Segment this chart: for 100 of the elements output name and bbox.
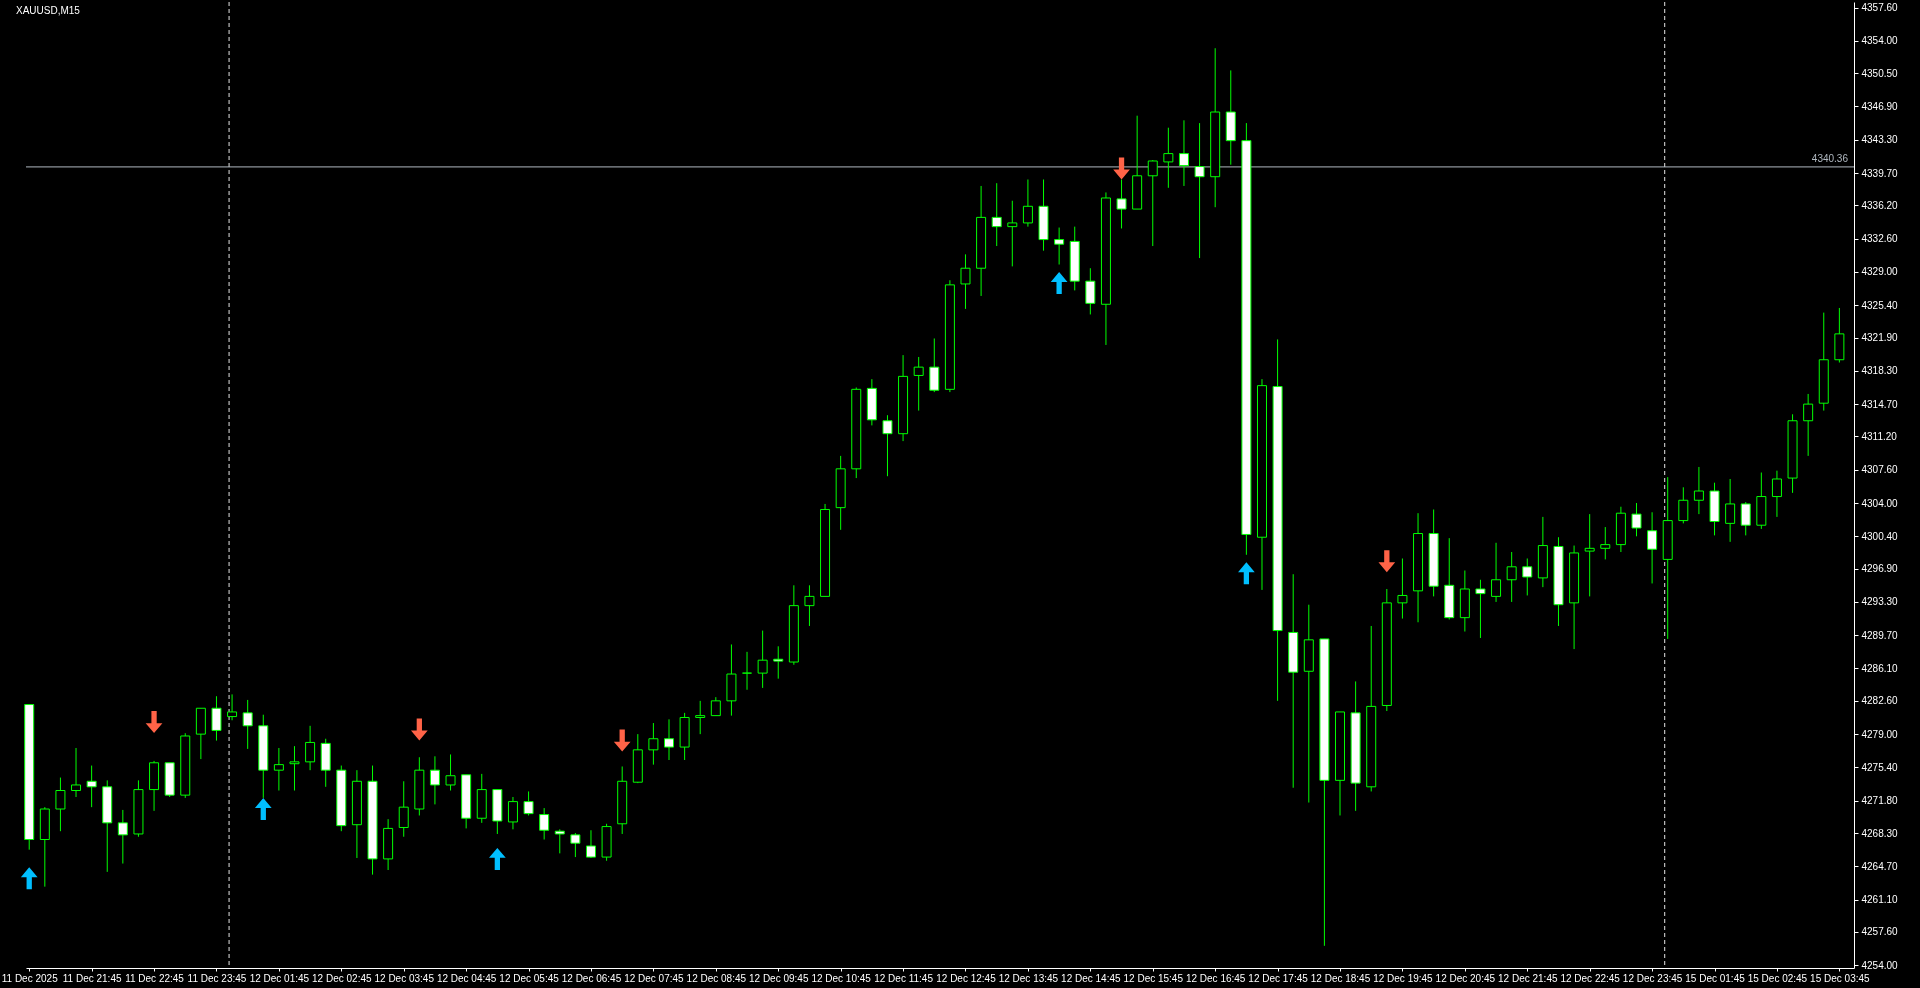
point xyxy=(489,847,506,870)
x-tick-label: 12 Dec 10:45 xyxy=(811,972,872,984)
y-tick-label: 4275.40 xyxy=(1861,761,1899,773)
x-tick-label: 15 Dec 01:45 xyxy=(1685,972,1746,984)
y-tick-label: 4289.70 xyxy=(1861,629,1899,641)
candlestick xyxy=(1147,159,1158,247)
y-tick-label: 4332.60 xyxy=(1861,233,1899,245)
candlestick xyxy=(882,414,893,477)
x-tick-label: 12 Dec 01:45 xyxy=(249,972,310,984)
candlestick xyxy=(71,747,82,798)
candlestick xyxy=(960,253,971,310)
x-tick-label: 12 Dec 18:45 xyxy=(1310,972,1371,984)
candlestick xyxy=(773,645,784,680)
x-tick-label: 12 Dec 22:45 xyxy=(1560,972,1621,984)
x-tick-label: 12 Dec 21:45 xyxy=(1498,972,1558,984)
candlestick xyxy=(710,696,721,717)
candlestick xyxy=(305,725,316,771)
point xyxy=(254,798,272,820)
candlestick xyxy=(507,796,518,830)
candlestick xyxy=(991,182,1002,247)
y-tick-label: 4279.00 xyxy=(1861,728,1899,740)
candlestick xyxy=(554,828,565,854)
y-tick-label: 4318.30 xyxy=(1861,365,1899,377)
x-tick-label: 12 Dec 14:45 xyxy=(1061,972,1122,984)
candlestick xyxy=(1085,267,1096,315)
candlestick xyxy=(1022,178,1033,228)
x-tick-label: 12 Dec 19:45 xyxy=(1373,972,1434,984)
candlestick xyxy=(1054,227,1065,266)
x-tick-label: 12 Dec 07:45 xyxy=(624,972,685,984)
point xyxy=(1238,562,1255,585)
candlestick xyxy=(539,807,550,841)
candlestick xyxy=(398,780,409,838)
candlestick xyxy=(429,755,440,805)
x-tick-label: 12 Dec 16:45 xyxy=(1185,972,1246,984)
point xyxy=(1113,157,1130,180)
y-tick-label: 4261.10 xyxy=(1861,894,1899,906)
y-tick-label: 4293.30 xyxy=(1861,596,1899,608)
y-tick-label: 4357.60 xyxy=(1861,2,1899,14)
x-tick-label: 15 Dec 02:45 xyxy=(1747,972,1808,984)
candlestick xyxy=(1475,579,1486,639)
y-tick-label: 4325.40 xyxy=(1861,299,1899,311)
ref-line-label: 4340.36 xyxy=(1811,152,1849,164)
x-tick-label: 12 Dec 11:45 xyxy=(874,972,934,984)
x-tick-label: 12 Dec 23:45 xyxy=(1622,972,1683,984)
candlestick xyxy=(570,832,581,858)
candlestick xyxy=(86,765,97,808)
candlestick xyxy=(1740,501,1751,536)
x-tick-label: 12 Dec 08:45 xyxy=(686,972,747,984)
x-tick-label: 12 Dec 09:45 xyxy=(748,972,809,984)
y-tick-label: 4268.30 xyxy=(1861,827,1899,839)
x-tick-label: 12 Dec 13:45 xyxy=(998,972,1059,984)
x-tick-label: 12 Dec 03:45 xyxy=(374,972,435,984)
y-tick-label: 4354.00 xyxy=(1861,35,1899,47)
y-tick-label: 4321.90 xyxy=(1861,332,1899,344)
candlestick xyxy=(1007,200,1018,267)
y-tick-label: 4314.70 xyxy=(1861,398,1899,410)
candlestick xyxy=(445,753,456,792)
x-tick-label: 12 Dec 17:45 xyxy=(1248,972,1309,984)
candlestick xyxy=(1491,542,1502,603)
x-tick-label: 11 Dec 2025 xyxy=(1,972,59,984)
candlestick xyxy=(648,722,659,766)
y-tick-label: 4254.00 xyxy=(1861,959,1899,971)
point xyxy=(1378,550,1396,573)
candlestick xyxy=(1678,486,1689,524)
candlestick xyxy=(913,356,924,412)
x-tick-label: 15 Dec 03:45 xyxy=(1810,972,1871,984)
candlestick xyxy=(804,584,815,627)
candlestick xyxy=(1584,513,1595,597)
y-tick-label: 4343.30 xyxy=(1861,134,1899,146)
y-tick-label: 4264.70 xyxy=(1861,860,1899,872)
candlestick xyxy=(1116,178,1127,229)
candlestick xyxy=(242,699,253,750)
candlestick xyxy=(742,651,753,691)
x-tick-label: 12 Dec 06:45 xyxy=(561,972,622,984)
x-tick-label: 12 Dec 04:45 xyxy=(436,972,497,984)
candlestick xyxy=(1397,557,1408,620)
candlestick xyxy=(117,809,128,865)
y-tick-label: 4282.60 xyxy=(1861,695,1899,707)
y-tick-label: 4307.60 xyxy=(1861,464,1899,476)
candlestick xyxy=(1178,119,1189,187)
point xyxy=(613,729,631,752)
x-tick-label: 12 Dec 12:45 xyxy=(936,972,997,984)
candlestick xyxy=(1631,502,1642,537)
x-tick-label: 12 Dec 02:45 xyxy=(312,972,372,984)
candlestick xyxy=(211,695,222,742)
x-tick-label: 11 Dec 23:45 xyxy=(187,972,247,984)
candlestick xyxy=(1163,127,1174,189)
candlestick xyxy=(227,693,238,721)
y-tick-label: 4257.60 xyxy=(1861,926,1899,938)
x-tick-label: 12 Dec 05:45 xyxy=(499,972,560,984)
candlestick xyxy=(1506,551,1517,603)
y-tick-label: 4329.00 xyxy=(1861,266,1899,278)
y-tick-label: 4304.00 xyxy=(1861,497,1899,509)
point xyxy=(20,867,38,890)
candlestick xyxy=(757,630,768,689)
point xyxy=(410,718,428,741)
x-tick-label: 12 Dec 15:45 xyxy=(1123,972,1184,984)
candlestick xyxy=(1522,557,1533,596)
x-tick-label: 12 Dec 20:45 xyxy=(1435,972,1496,984)
y-tick-label: 4336.20 xyxy=(1861,199,1899,211)
